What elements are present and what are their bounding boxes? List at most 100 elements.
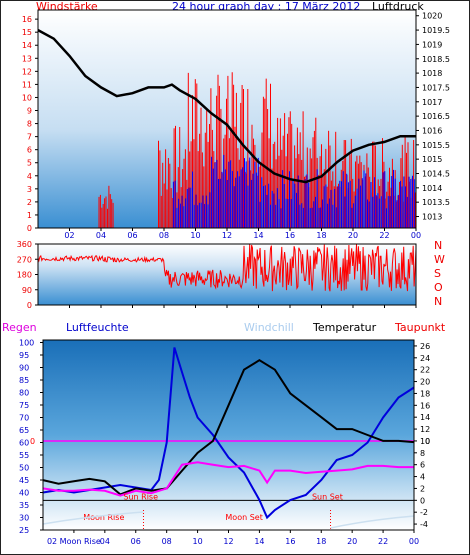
temperature-y-tick-label: 10 bbox=[420, 437, 430, 446]
temperature-y-tick-label: 8 bbox=[420, 449, 425, 458]
climate-x-tick-label: 20 bbox=[347, 537, 357, 546]
wind-y-tick-label: 14 bbox=[22, 41, 32, 50]
climate-x-tick-label: 10 bbox=[192, 537, 202, 546]
wind-y-tick-label: 15 bbox=[22, 28, 32, 37]
moon-set-label: Moon Set bbox=[225, 513, 262, 522]
pressure-y-tick-label: 1018.5 bbox=[422, 55, 450, 64]
humidity-y-tick-label: 40 bbox=[19, 489, 29, 498]
wind-x-tick-label: 08 bbox=[159, 231, 169, 240]
temperature-y-tick-label: 16 bbox=[420, 401, 430, 410]
rain-zero-label: 0 bbox=[30, 437, 35, 446]
wind-y-tick-label: 12 bbox=[22, 67, 32, 76]
direction-plot-background bbox=[38, 244, 416, 305]
pressure-y-tick-label: 1017.5 bbox=[422, 83, 450, 92]
wind-y-tick-label: 7 bbox=[27, 133, 32, 142]
temperature-y-tick-label: 0 bbox=[420, 496, 425, 505]
pressure-y-tick-label: 1020 bbox=[422, 12, 442, 21]
wind-x-tick-label: 04 bbox=[96, 231, 106, 240]
temperature-y-tick-label: -4 bbox=[420, 520, 428, 529]
wind-y-tick-label: 9 bbox=[27, 107, 32, 116]
wind-y-tick-label: 8 bbox=[27, 120, 32, 129]
climate-x-tick-label: 12 bbox=[223, 537, 233, 546]
wind-y-tick-label: 4 bbox=[27, 172, 32, 181]
series-line-luftfeuchte bbox=[42, 347, 415, 520]
wind-y-tick-label: 16 bbox=[22, 15, 32, 24]
climate-x-tick-label: 02 Moon Rise bbox=[47, 537, 101, 546]
sun-set-label: Sun Set bbox=[312, 492, 343, 501]
sun-rise-label: Sun Rise bbox=[123, 492, 158, 501]
humidity-y-tick-label: 75 bbox=[19, 401, 29, 410]
climate-x-tick-label: 06 bbox=[131, 537, 141, 546]
wind-x-tick-label: 14 bbox=[253, 231, 263, 240]
humidity-y-tick-label: 65 bbox=[19, 426, 29, 435]
direction-y-tick-label: 360 bbox=[17, 240, 32, 249]
pressure-y-tick-label: 1019 bbox=[422, 40, 442, 49]
pressure-y-tick-label: 1017 bbox=[422, 98, 442, 107]
direction-y-tick-label: 270 bbox=[17, 255, 32, 264]
wind-y-tick-label: 1 bbox=[27, 211, 32, 220]
humidity-y-tick-label: 85 bbox=[19, 376, 29, 385]
humidity-y-tick-label: 45 bbox=[19, 476, 29, 485]
climate-x-tick-label: 00 bbox=[409, 537, 419, 546]
temperature-y-tick-label: 6 bbox=[420, 461, 425, 470]
wind-x-tick-label: 22 bbox=[379, 231, 389, 240]
pressure-y-tick-label: 1018 bbox=[422, 69, 442, 78]
temperature-y-tick-label: 24 bbox=[420, 354, 430, 363]
climate-x-tick-label: 18 bbox=[316, 537, 326, 546]
humidity-y-tick-label: 80 bbox=[19, 389, 29, 398]
climate-plot-background bbox=[43, 340, 414, 530]
wind-y-tick-label: 2 bbox=[27, 198, 32, 207]
direction-y-tick-label: 0 bbox=[27, 301, 32, 310]
humidity-y-tick-label: 25 bbox=[19, 526, 29, 535]
wind-y-tick-label: 3 bbox=[27, 185, 32, 194]
wind-x-tick-label: 16 bbox=[285, 231, 295, 240]
wind-x-tick-label: 18 bbox=[316, 231, 326, 240]
series-line-taupunkt bbox=[42, 461, 414, 497]
wind-y-tick-label: 0 bbox=[27, 224, 32, 233]
climate-x-tick-label: 08 bbox=[162, 537, 172, 546]
climate-x-tick-label: 04 bbox=[100, 537, 110, 546]
pressure-y-tick-label: 1016.5 bbox=[422, 112, 450, 121]
pressure-y-tick-label: 1016 bbox=[422, 126, 442, 135]
series-line-temperatur bbox=[42, 359, 415, 496]
pressure-y-tick-label: 1015 bbox=[422, 155, 442, 164]
climate-x-tick-label: 16 bbox=[285, 537, 295, 546]
moon-path bbox=[42, 511, 415, 529]
regen-label: Regen bbox=[2, 321, 37, 334]
direction-compass-label: O bbox=[434, 281, 443, 294]
pressure-series-line bbox=[37, 29, 416, 184]
temperature-y-tick-label: 18 bbox=[420, 389, 430, 398]
pressure-y-tick-label: 1014.5 bbox=[422, 170, 450, 179]
humidity-y-tick-label: 35 bbox=[19, 501, 29, 510]
wind-x-tick-label: 20 bbox=[348, 231, 358, 240]
pressure-y-tick-label: 1014 bbox=[422, 184, 442, 193]
direction-y-tick-label: 180 bbox=[17, 271, 32, 280]
wind-x-tick-label: 06 bbox=[127, 231, 137, 240]
humidity-y-tick-label: 100 bbox=[19, 339, 34, 348]
wind-x-tick-label: 02 bbox=[64, 231, 74, 240]
temperature-y-tick-label: 22 bbox=[420, 366, 430, 375]
wind-y-tick-label: 13 bbox=[22, 54, 32, 63]
temperature-y-tick-label: 2 bbox=[420, 484, 425, 493]
luftfeuchte-label: Luftfeuchte bbox=[66, 321, 129, 334]
humidity-y-tick-label: 30 bbox=[19, 514, 29, 523]
humidity-y-tick-label: 50 bbox=[19, 464, 29, 473]
temperature-y-tick-label: 12 bbox=[420, 425, 430, 434]
wind-x-tick-label: 10 bbox=[190, 231, 200, 240]
wind-direction-series-line bbox=[37, 244, 417, 292]
moon-rise-label: Moon Rise bbox=[83, 513, 124, 522]
climate-x-tick-label: 22 bbox=[378, 537, 388, 546]
direction-y-tick-label: 90 bbox=[22, 286, 32, 295]
direction-compass-label: W bbox=[434, 253, 445, 266]
direction-compass-label: S bbox=[434, 267, 441, 280]
wind-y-tick-label: 6 bbox=[27, 146, 32, 155]
temperature-y-tick-label: 20 bbox=[420, 378, 430, 387]
climate-x-tick-label: 14 bbox=[254, 537, 264, 546]
taupunkt-label: Taupunkt bbox=[395, 321, 446, 334]
temperature-y-tick-label: -2 bbox=[420, 508, 428, 517]
humidity-y-tick-label: 95 bbox=[19, 351, 29, 360]
temperature-y-tick-label: 14 bbox=[420, 413, 430, 422]
pressure-y-tick-label: 1019.5 bbox=[422, 26, 450, 35]
windchill-label: Windchill bbox=[244, 321, 294, 334]
wind-y-tick-label: 5 bbox=[27, 159, 32, 168]
